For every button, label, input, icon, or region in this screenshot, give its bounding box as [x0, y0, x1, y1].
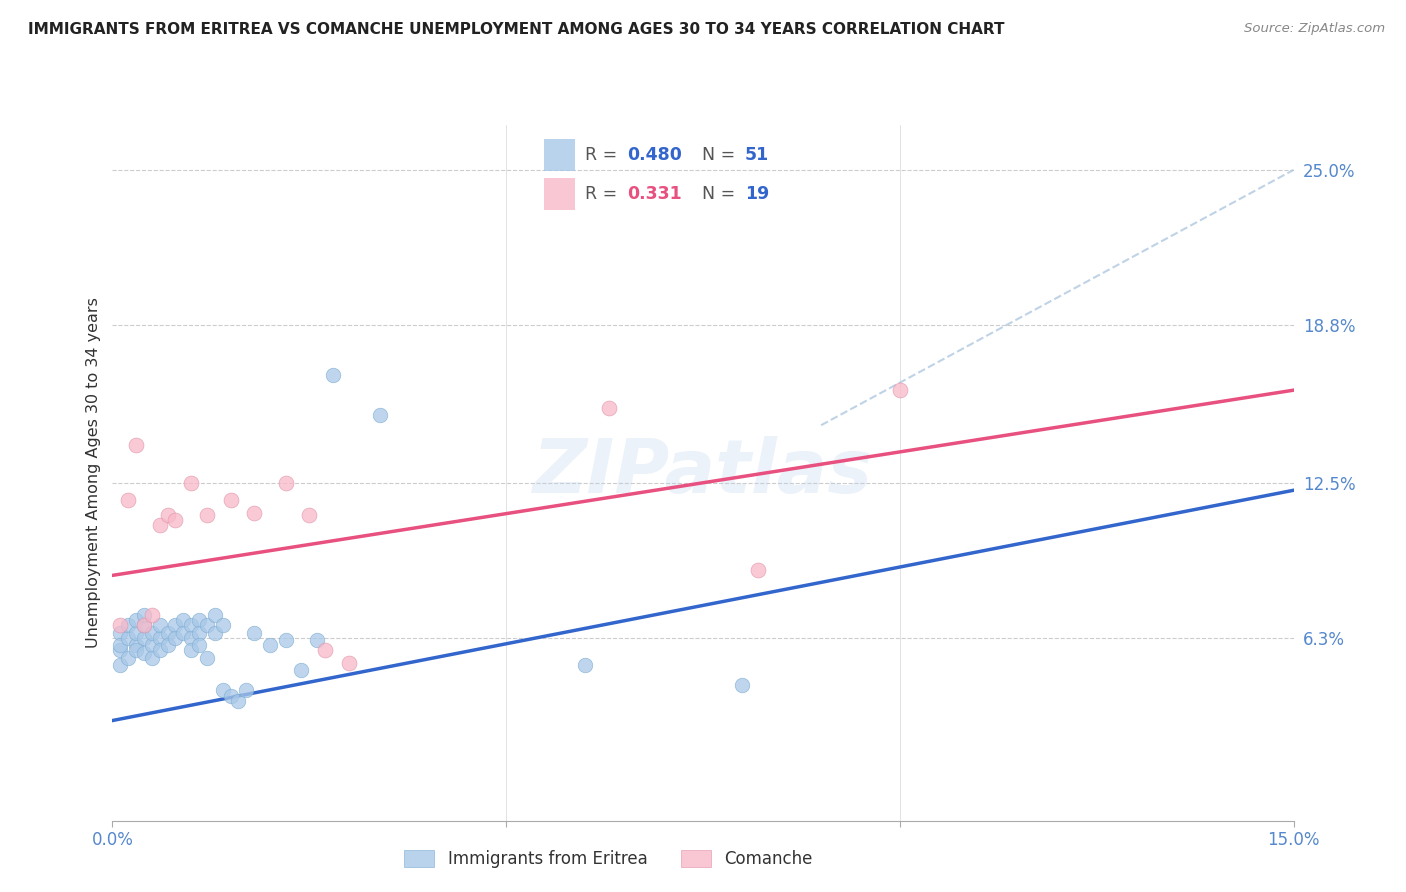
Point: [314, 643, 336, 657]
Point: [141, 651, 163, 665]
Point: [188, 639, 211, 653]
Point: [125, 626, 148, 640]
Point: [598, 401, 620, 415]
Point: [180, 631, 202, 645]
Point: [195, 618, 218, 632]
Point: [110, 626, 132, 640]
Point: [149, 618, 172, 632]
Point: [274, 475, 297, 490]
Text: ZIPatlas: ZIPatlas: [533, 436, 873, 509]
Text: 0.480: 0.480: [627, 146, 682, 164]
Point: [132, 646, 155, 660]
Point: [307, 633, 329, 648]
Point: [141, 639, 163, 653]
Point: [117, 618, 139, 632]
Point: [219, 493, 242, 508]
Point: [149, 631, 172, 645]
Point: [110, 658, 132, 673]
Point: [149, 643, 172, 657]
Point: [235, 683, 257, 698]
Text: N =: N =: [702, 146, 741, 164]
Text: IMMIGRANTS FROM ERITREA VS COMANCHE UNEMPLOYMENT AMONG AGES 30 TO 34 YEARS CORRE: IMMIGRANTS FROM ERITREA VS COMANCHE UNEM…: [28, 22, 1005, 37]
Point: [290, 664, 312, 678]
Point: [747, 563, 769, 577]
Point: [125, 438, 148, 452]
Point: [211, 683, 233, 698]
Point: [117, 651, 139, 665]
Point: [156, 639, 179, 653]
Point: [172, 626, 194, 640]
Point: [219, 689, 242, 703]
Text: R =: R =: [585, 186, 623, 203]
Point: [149, 518, 172, 533]
Point: [188, 614, 211, 628]
Point: [110, 618, 132, 632]
Point: [132, 618, 155, 632]
Point: [180, 643, 202, 657]
Point: [156, 626, 179, 640]
Bar: [544, 139, 575, 171]
Point: [211, 618, 233, 632]
Point: [188, 626, 211, 640]
Point: [132, 618, 155, 632]
Point: [125, 639, 148, 653]
Point: [172, 614, 194, 628]
Text: 19: 19: [745, 186, 769, 203]
Point: [117, 631, 139, 645]
Text: 0.331: 0.331: [627, 186, 682, 203]
Point: [259, 639, 281, 653]
Point: [204, 608, 226, 623]
Point: [132, 631, 155, 645]
Point: [574, 658, 596, 673]
Text: N =: N =: [702, 186, 741, 203]
Legend: Immigrants from Eritrea, Comanche: Immigrants from Eritrea, Comanche: [398, 844, 820, 875]
Point: [117, 493, 139, 508]
Point: [731, 678, 754, 692]
Point: [337, 656, 360, 670]
Point: [110, 639, 132, 653]
Point: [156, 508, 179, 523]
Point: [125, 614, 148, 628]
Point: [141, 608, 163, 623]
Point: [132, 608, 155, 623]
Y-axis label: Unemployment Among Ages 30 to 34 years: Unemployment Among Ages 30 to 34 years: [86, 297, 101, 648]
Point: [165, 631, 187, 645]
Point: [368, 408, 391, 422]
Text: R =: R =: [585, 146, 623, 164]
Point: [195, 508, 218, 523]
Point: [889, 383, 911, 397]
Point: [180, 618, 202, 632]
Text: Source: ZipAtlas.com: Source: ZipAtlas.com: [1244, 22, 1385, 36]
Point: [110, 643, 132, 657]
Point: [243, 626, 266, 640]
Point: [298, 508, 321, 523]
Point: [125, 643, 148, 657]
Point: [180, 475, 202, 490]
Point: [165, 513, 187, 527]
Point: [165, 618, 187, 632]
Point: [243, 506, 266, 520]
Point: [204, 626, 226, 640]
Point: [195, 651, 218, 665]
Point: [141, 626, 163, 640]
Text: 51: 51: [745, 146, 769, 164]
Point: [274, 633, 297, 648]
Point: [228, 693, 250, 707]
Point: [322, 368, 344, 383]
Bar: [544, 178, 575, 211]
